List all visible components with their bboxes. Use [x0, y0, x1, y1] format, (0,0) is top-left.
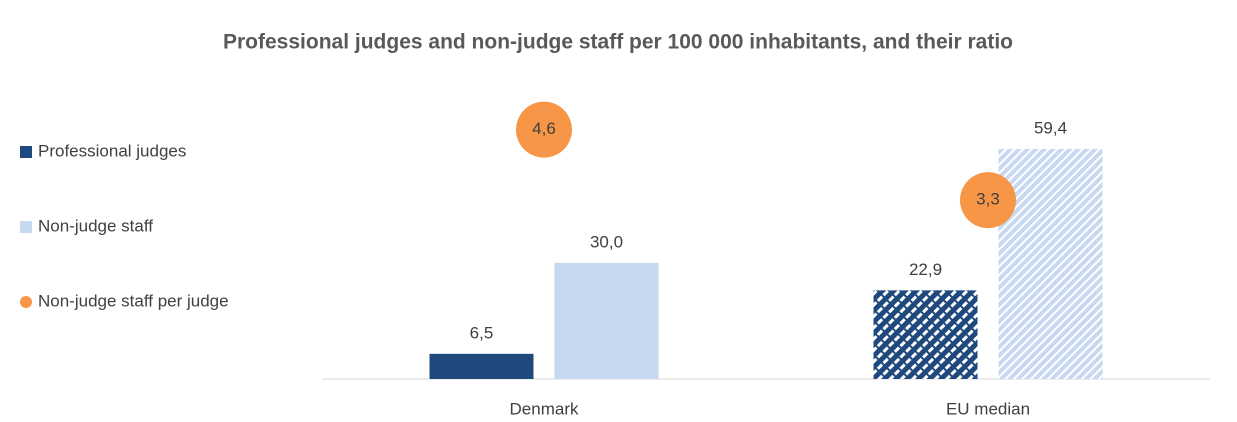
- bar: [429, 353, 534, 379]
- bar: [554, 262, 659, 379]
- legend-marker: [20, 146, 32, 158]
- legend-label: Non-judge staff per judge: [38, 291, 229, 310]
- x-tick-label: EU median: [946, 399, 1030, 418]
- data-label: 59,4: [1034, 119, 1067, 138]
- data-label: 6,5: [470, 323, 494, 342]
- legend-marker: [20, 296, 32, 308]
- data-label: 30,0: [590, 232, 623, 251]
- ratio-marker: [516, 101, 572, 158]
- legend-marker: [20, 221, 32, 233]
- bar: [998, 149, 1103, 379]
- ratio-marker: [960, 172, 1016, 229]
- legend-label: Non-judge staff: [38, 216, 153, 235]
- legend-label: Professional judges: [38, 141, 186, 160]
- x-tick-label: Denmark: [510, 399, 579, 418]
- data-label: 22,9: [909, 260, 942, 279]
- chart-title: Professional judges and non-judge staff …: [223, 31, 1013, 54]
- bar: [873, 290, 978, 379]
- data-label: 3,3: [976, 190, 1000, 209]
- data-label: 4,6: [532, 119, 556, 138]
